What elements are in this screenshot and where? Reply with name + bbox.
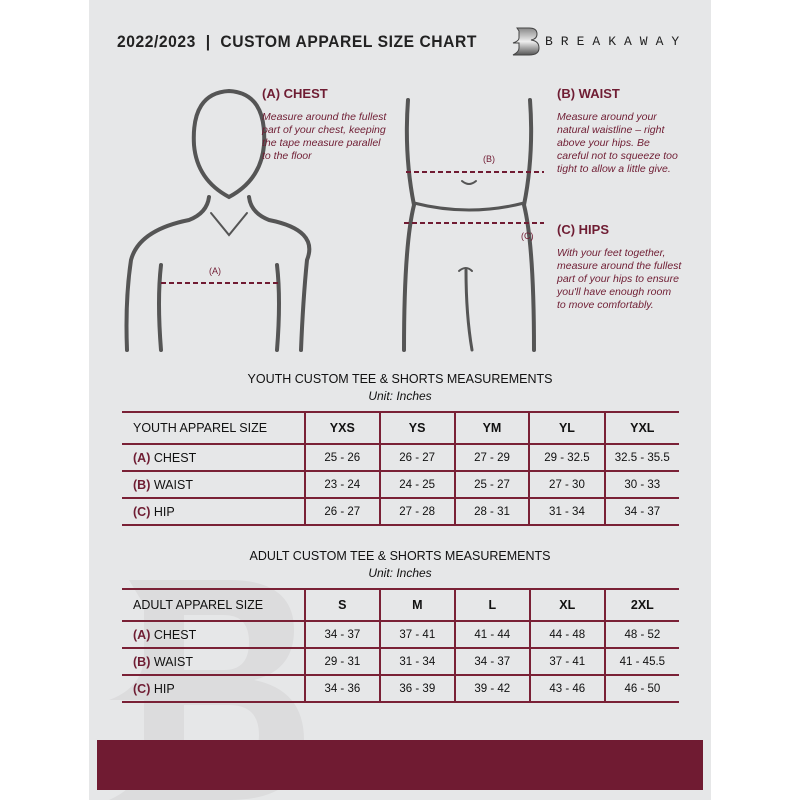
table-cell: 31 - 34 [528, 497, 605, 526]
chest-figure-illustration [124, 88, 312, 352]
table-cell: 24 - 25 [378, 470, 455, 499]
table-cell: 29 - 31 [303, 647, 380, 676]
table-cell: 27 - 30 [528, 470, 605, 499]
footer-bar [97, 740, 703, 790]
table-cell: 44 - 48 [528, 620, 605, 649]
row-letter: (A) [133, 450, 151, 465]
chest-marker: (A) [209, 266, 221, 276]
hips-heading: (C) HIPS [557, 222, 609, 237]
row-label: (C) HIP [122, 497, 305, 526]
table-cell: 34 - 37 [453, 647, 530, 676]
table-row: (B) WAIST 23 - 24 24 - 25 25 - 27 27 - 3… [122, 470, 679, 499]
breakaway-logo-icon [512, 27, 540, 56]
size-header: XL [528, 588, 605, 622]
table-cell: 27 - 28 [378, 497, 455, 526]
table-cell: 27 - 29 [453, 443, 530, 472]
row-letter: (A) [133, 627, 151, 642]
adult-unit: Unit: Inches [368, 566, 432, 580]
waist-description: Measure around your natural waistline – … [557, 111, 678, 175]
row-name: HIP [153, 681, 175, 696]
adult-size-table: ADULT APPAREL SIZE S M L XL 2XL (A) CHES… [122, 588, 679, 703]
hips-marker: (C) [521, 231, 534, 241]
table-cell: 41 - 44 [453, 620, 530, 649]
size-header: YL [528, 411, 605, 445]
table-cell: 26 - 27 [378, 443, 455, 472]
waist-heading: (B) WAIST [557, 86, 620, 101]
table-row: (A) CHEST 25 - 26 26 - 27 27 - 29 29 - 3… [122, 443, 679, 472]
row-letter: (C) [133, 504, 151, 519]
table-cell: 37 - 41 [528, 647, 605, 676]
adult-section-title: ADULT CUSTOM TEE & SHORTS MEASUREMENTS [249, 549, 551, 563]
table-cell: 34 - 37 [303, 620, 380, 649]
size-chart-page: 2022/2023 | CUSTOM APPAREL SIZE CHART BR… [89, 0, 711, 800]
row-label: (C) HIP [122, 674, 305, 703]
table-row: (A) CHEST 34 - 37 37 - 41 41 - 44 44 - 4… [122, 620, 679, 649]
row-letter: (C) [133, 681, 151, 696]
row-label: (A) CHEST [122, 620, 305, 649]
table-cell: 32.5 - 35.5 [603, 443, 679, 472]
size-header: YXL [603, 411, 679, 445]
table-row: (B) WAIST 29 - 31 31 - 34 34 - 37 37 - 4… [122, 647, 679, 676]
youth-size-table: YOUTH APPAREL SIZE YXS YS YM YL YXL (A) … [122, 411, 679, 526]
size-header: YXS [303, 411, 380, 445]
waist-hips-figure-illustration [402, 98, 544, 352]
size-header: YM [453, 411, 530, 445]
chest-heading: (A) CHEST [262, 86, 328, 101]
row-name: WAIST [153, 477, 193, 492]
table-cell: 37 - 41 [378, 620, 455, 649]
row-label: (B) WAIST [122, 647, 305, 676]
youth-section-title: YOUTH CUSTOM TEE & SHORTS MEASUREMENTS [247, 372, 553, 386]
table-cell: 28 - 31 [453, 497, 530, 526]
table-cell: 43 - 46 [528, 674, 605, 703]
table-row: (C) HIP 26 - 27 27 - 28 28 - 31 31 - 34 … [122, 497, 679, 526]
row-name: CHEST [153, 450, 197, 465]
chest-description: Measure around the fullest part of your … [262, 111, 387, 162]
size-label: ADULT APPAREL SIZE [122, 588, 305, 622]
youth-unit: Unit: Inches [368, 389, 432, 403]
table-cell: 23 - 24 [303, 470, 380, 499]
row-letter: (B) [133, 654, 151, 669]
table-cell: 29 - 32.5 [528, 443, 605, 472]
size-header: 2XL [603, 588, 679, 622]
row-name: CHEST [153, 627, 197, 642]
table-cell: 25 - 27 [453, 470, 530, 499]
table-row: (C) HIP 34 - 36 36 - 39 39 - 42 43 - 46 … [122, 674, 679, 703]
table-cell: 31 - 34 [378, 647, 455, 676]
table-header-row: YOUTH APPAREL SIZE YXS YS YM YL YXL [122, 411, 679, 445]
brand-name: BREAKAWAY [545, 34, 688, 49]
table-cell: 41 - 45.5 [603, 647, 679, 676]
waist-marker: (B) [483, 154, 495, 164]
row-label: (B) WAIST [122, 470, 305, 499]
table-cell: 34 - 36 [303, 674, 380, 703]
size-header: S [303, 588, 380, 622]
row-name: HIP [153, 504, 175, 519]
hips-description: With your feet together, measure around … [557, 247, 682, 311]
table-cell: 48 - 52 [603, 620, 679, 649]
table-cell: 34 - 37 [603, 497, 679, 526]
size-label: YOUTH APPAREL SIZE [122, 411, 305, 445]
page-title: 2022/2023 | CUSTOM APPAREL SIZE CHART [117, 32, 477, 51]
size-header: L [453, 588, 530, 622]
row-letter: (B) [133, 477, 151, 492]
table-cell: 46 - 50 [603, 674, 679, 703]
table-header-row: ADULT APPAREL SIZE S M L XL 2XL [122, 588, 679, 622]
table-cell: 36 - 39 [378, 674, 455, 703]
size-header: M [378, 588, 455, 622]
table-cell: 30 - 33 [603, 470, 679, 499]
table-cell: 26 - 27 [303, 497, 380, 526]
table-cell: 25 - 26 [303, 443, 380, 472]
table-cell: 39 - 42 [453, 674, 530, 703]
row-name: WAIST [153, 654, 193, 669]
size-header: YS [378, 411, 455, 445]
row-label: (A) CHEST [122, 443, 305, 472]
